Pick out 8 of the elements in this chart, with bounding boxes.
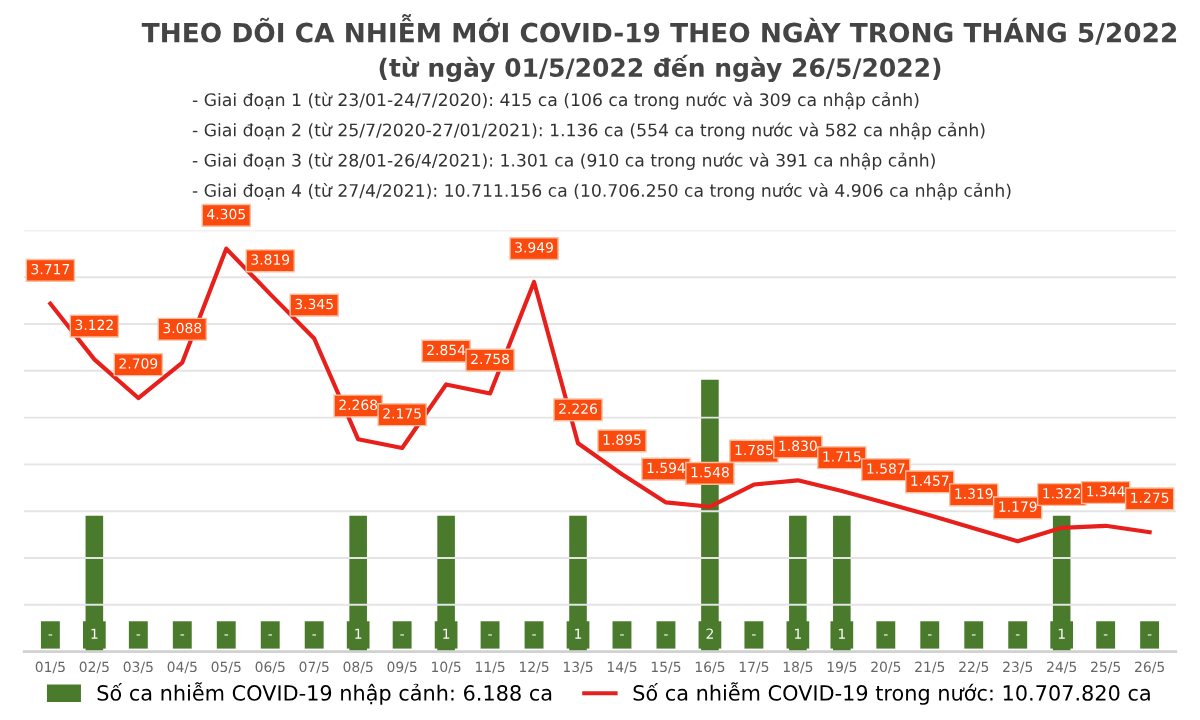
chart-title: THEO DÕI CA NHIỄM MỚI COVID-19 THEO NGÀY TRONG THÁNG 5/2022 [141, 14, 1177, 45]
legend-label: Số ca nhiễm COVID-19 nhập cảnh: 6.188 ca [97, 682, 552, 705]
text: - Giai đoạn 3 (từ 28/01-26/4/2021): 1.301 ca (910 ca trong nước và 391 ca nhập cảnh) [192, 152, 935, 171]
text: - Giai đoạn 1 (từ 23/01-24/7/2020): 415 ca (106 ca trong nước và 309 ca nhập cảnh) [192, 92, 919, 110]
text: - Giai đoạn 2 (từ 25/7/2020-27/01/2021): 1.136 ca (554 ca trong nước và 582 ca nhập cảnh) [192, 122, 985, 140]
legend-label: Số ca nhiễm COVID-19 trong nước: 10.707.820 ca [633, 682, 1150, 705]
text: - Giai đoạn 4 (từ 27/4/2021): 10.711.156 ca (10.706.250 ca trong nước và 4.906 ca nhập cảnh) [192, 182, 1011, 201]
chart-subtitle: (từ ngày 01/5/2022 đến ngày 26/5/2022) [379, 54, 941, 83]
